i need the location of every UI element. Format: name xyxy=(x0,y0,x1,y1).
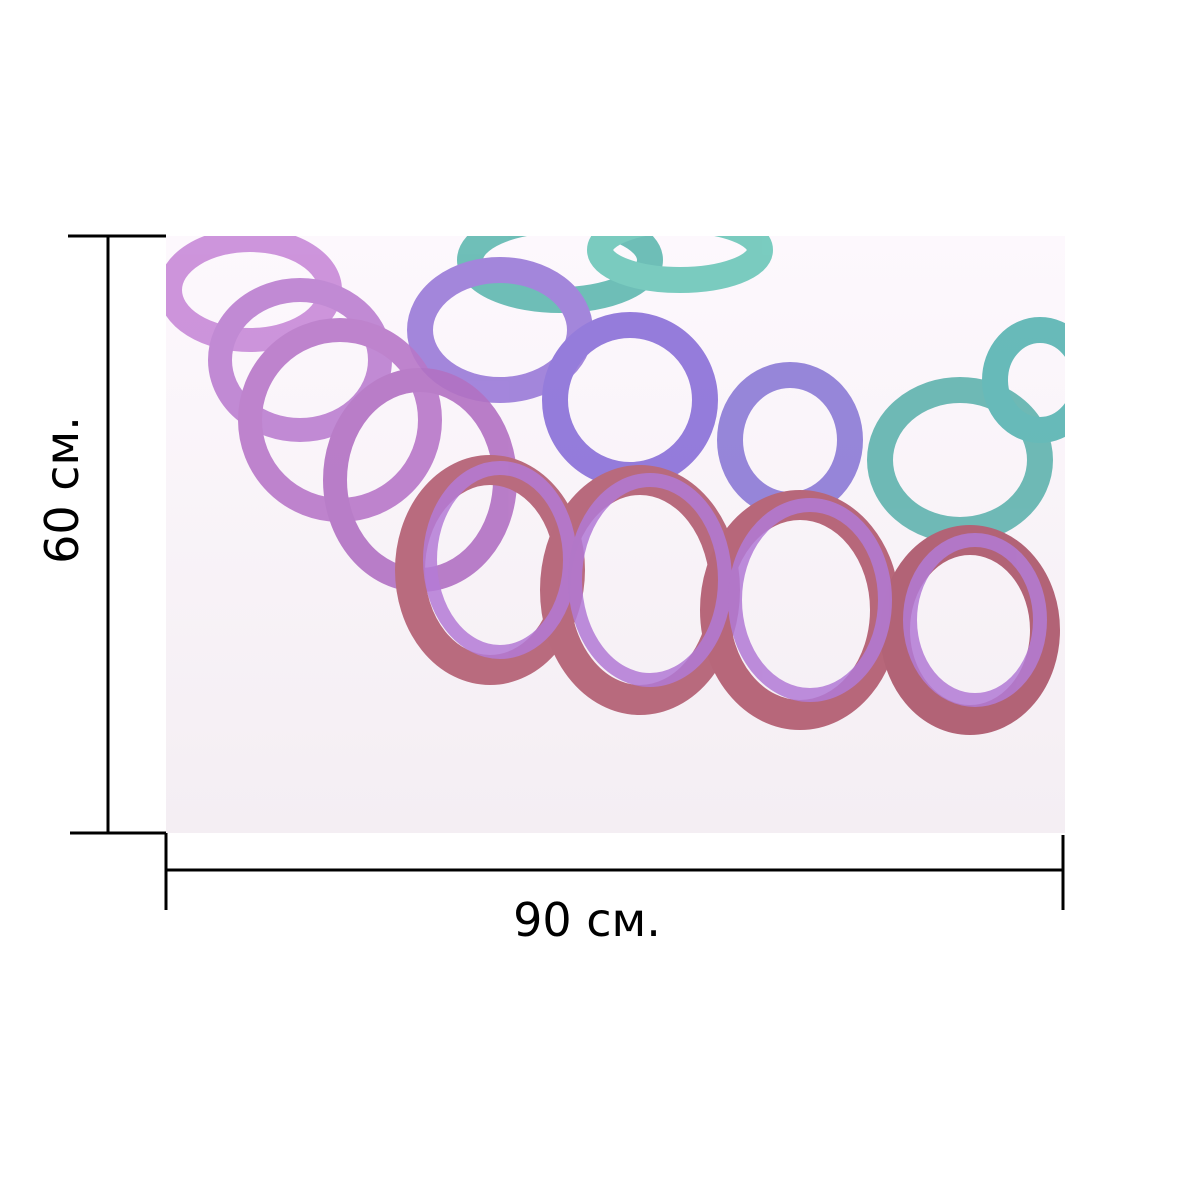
width-label: 90 см. xyxy=(513,893,661,947)
height-label: 60 см. xyxy=(35,416,89,564)
photo xyxy=(166,236,1065,833)
